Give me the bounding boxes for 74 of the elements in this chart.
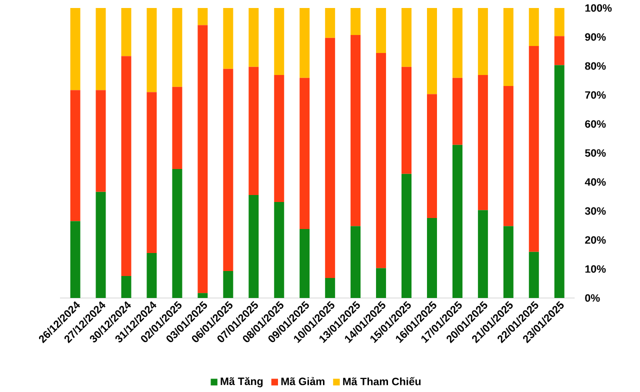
bar xyxy=(325,8,336,38)
legend-label: Mã Giảm xyxy=(281,377,324,386)
bar xyxy=(452,144,462,298)
bar xyxy=(478,74,488,210)
bar xyxy=(478,8,488,75)
bar xyxy=(248,8,259,67)
y-tick-label: 100% xyxy=(585,4,612,12)
bar xyxy=(96,8,106,90)
bar xyxy=(503,86,514,226)
bar xyxy=(452,78,462,145)
bar xyxy=(325,278,336,298)
bar xyxy=(426,218,437,298)
bar xyxy=(402,66,412,174)
bar xyxy=(554,36,564,66)
y-tick-label: 50% xyxy=(585,149,606,157)
bar xyxy=(350,34,361,226)
bar xyxy=(70,8,80,90)
y-tick-label: 90% xyxy=(585,33,606,41)
bar xyxy=(325,38,336,278)
legend-label: Mã Tham Chiếu xyxy=(343,376,421,386)
bar xyxy=(350,8,361,35)
bar xyxy=(198,8,208,26)
bar xyxy=(528,46,539,252)
bar xyxy=(248,195,259,298)
y-tick-label: 20% xyxy=(585,236,606,244)
bar xyxy=(223,271,234,298)
legend-label: Mã Tăng xyxy=(220,377,263,388)
bar xyxy=(274,202,284,298)
bar xyxy=(376,8,386,53)
bar xyxy=(121,8,132,56)
y-tick-label: 0% xyxy=(585,294,600,302)
bar xyxy=(121,276,132,298)
y-tick-label: 60% xyxy=(585,120,606,128)
bar xyxy=(350,226,361,298)
bar xyxy=(300,78,310,229)
y-tick-label: 40% xyxy=(584,178,606,186)
bar xyxy=(223,8,234,69)
bar xyxy=(172,86,182,169)
bar xyxy=(426,94,437,218)
bar xyxy=(376,268,386,298)
bar xyxy=(478,210,488,298)
bar xyxy=(146,8,157,92)
bar xyxy=(300,228,310,298)
bar xyxy=(554,65,564,298)
bar xyxy=(96,192,106,298)
bar xyxy=(452,8,462,78)
bar xyxy=(528,8,539,46)
bar xyxy=(376,52,386,268)
bar xyxy=(426,8,437,94)
bar xyxy=(96,90,106,192)
bar xyxy=(528,252,539,298)
bar xyxy=(300,8,310,78)
bar xyxy=(198,25,208,294)
bar xyxy=(402,174,412,298)
bar xyxy=(121,56,132,276)
bar xyxy=(223,68,234,272)
bar xyxy=(146,92,157,254)
bar xyxy=(274,8,284,75)
bar xyxy=(172,8,182,87)
bar xyxy=(503,226,514,298)
bar xyxy=(198,293,208,298)
bar xyxy=(402,8,412,67)
bar xyxy=(554,8,564,36)
bar xyxy=(172,168,182,298)
y-tick-label: 70% xyxy=(585,91,606,99)
bar xyxy=(70,90,80,222)
bar xyxy=(146,253,157,298)
y-tick-label: 80% xyxy=(585,62,606,70)
y-tick-label: 30% xyxy=(584,207,606,215)
y-tick-label: 10% xyxy=(585,265,606,273)
bar xyxy=(248,66,259,196)
bar xyxy=(274,74,284,202)
bar xyxy=(70,221,80,298)
bar xyxy=(503,8,514,86)
